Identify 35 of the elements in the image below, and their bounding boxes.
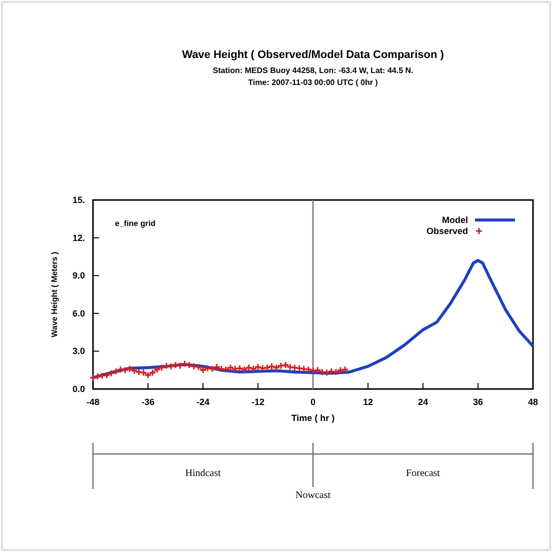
x-tick-label: 12: [362, 397, 374, 407]
point: [108, 370, 116, 377]
x-tick-label: 0: [310, 397, 316, 407]
y-tick-label: 15.: [72, 195, 85, 205]
point: [153, 366, 161, 374]
point: [112, 368, 120, 376]
point: [336, 366, 344, 374]
point: [277, 362, 285, 370]
text: Hindcast: [185, 468, 221, 479]
point: [98, 372, 106, 380]
legend-label: Model: [442, 215, 468, 225]
legend-label: Observed: [426, 226, 468, 236]
chart-title: Wave Height ( Observed/Model Data Comparison ): [182, 49, 444, 61]
y-tick-label: 6.0: [72, 308, 85, 318]
point: [158, 364, 166, 372]
y-axis-title: Wave Height ( Meters ): [50, 251, 59, 338]
annotation: e_fine grid: [115, 219, 156, 228]
x-tick-label: -24: [196, 397, 210, 407]
point: [148, 368, 156, 376]
point: [263, 364, 271, 372]
x-tick-label: -12: [251, 397, 265, 407]
y-tick-label: 12.: [72, 232, 85, 243]
x-tick-label: 24: [418, 397, 428, 407]
text: Forecast: [406, 468, 440, 479]
x-tick-label: 48: [528, 397, 538, 407]
x-tick-label: -36: [141, 397, 155, 407]
chart-subtitle: Station: MEDS Buoy 44258, Lon: -63.4 W, Lat: 44.5 N. Time: 2007-11-03 00:00 UTC ( 0hr ): [212, 66, 414, 87]
y-tick-label: 3.0: [72, 346, 85, 356]
text: Nowcast: [296, 490, 331, 501]
point: [103, 371, 110, 379]
x-tick-label: 36: [472, 397, 484, 407]
y-tick-label: 9.0: [72, 270, 85, 281]
x-axis-title: Time ( hr ): [291, 413, 335, 423]
y-tick-label: 0.0: [72, 384, 85, 394]
x-tick-label: -48: [86, 397, 100, 407]
